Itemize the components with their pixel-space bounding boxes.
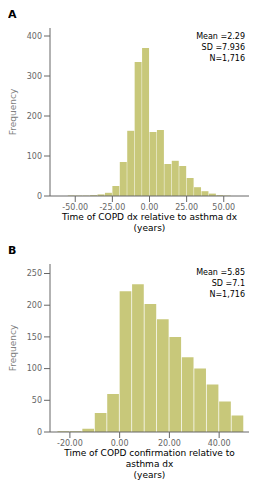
svg-text:200: 200 [27, 301, 42, 310]
svg-text:0.00: 0.00 [111, 439, 129, 448]
svg-text:50: 50 [32, 396, 42, 405]
svg-text:-25.00: -25.00 [99, 203, 125, 212]
svg-text:150: 150 [27, 333, 42, 342]
html-text:Time of COPD confirmation rela: Time of COPD confirmation relative to as… [64, 448, 235, 480]
svg-text:-50.00: -50.00 [62, 203, 88, 212]
svg-text:300: 300 [27, 72, 42, 81]
html-text:Mean =5.85 SD =7.1 N=1,716: Mean =5.85 SD =7.1 N=1,716 [196, 268, 245, 300]
svg-text:20.00: 20.00 [158, 439, 181, 448]
svg-text:Frequency: Frequency [8, 324, 18, 371]
svg-text:0.00: 0.00 [141, 203, 159, 212]
svg-text:0: 0 [37, 192, 42, 201]
html-text:Time of COPD dx relative to as: Time of COPD dx relative to asthma dx (y… [61, 212, 238, 233]
svg-text:200: 200 [27, 112, 42, 121]
svg-text:-20.00: -20.00 [57, 439, 83, 448]
svg-text:400: 400 [27, 32, 42, 41]
svg-text:0: 0 [37, 428, 42, 437]
svg-text:100: 100 [27, 152, 42, 161]
svg-text:100: 100 [27, 364, 42, 373]
svg-text:40.00: 40.00 [208, 439, 231, 448]
svg-text:50.00: 50.00 [212, 203, 235, 212]
svg-text:Frequency: Frequency [8, 88, 18, 135]
html-text:A: A [8, 8, 17, 21]
svg-text:250: 250 [27, 269, 42, 278]
svg-text:25.00: 25.00 [175, 203, 198, 212]
html-text:Mean =2.29 SD =7.936 N=1,716: Mean =2.29 SD =7.936 N=1,716 [196, 32, 245, 64]
html-text:B: B [8, 244, 17, 257]
